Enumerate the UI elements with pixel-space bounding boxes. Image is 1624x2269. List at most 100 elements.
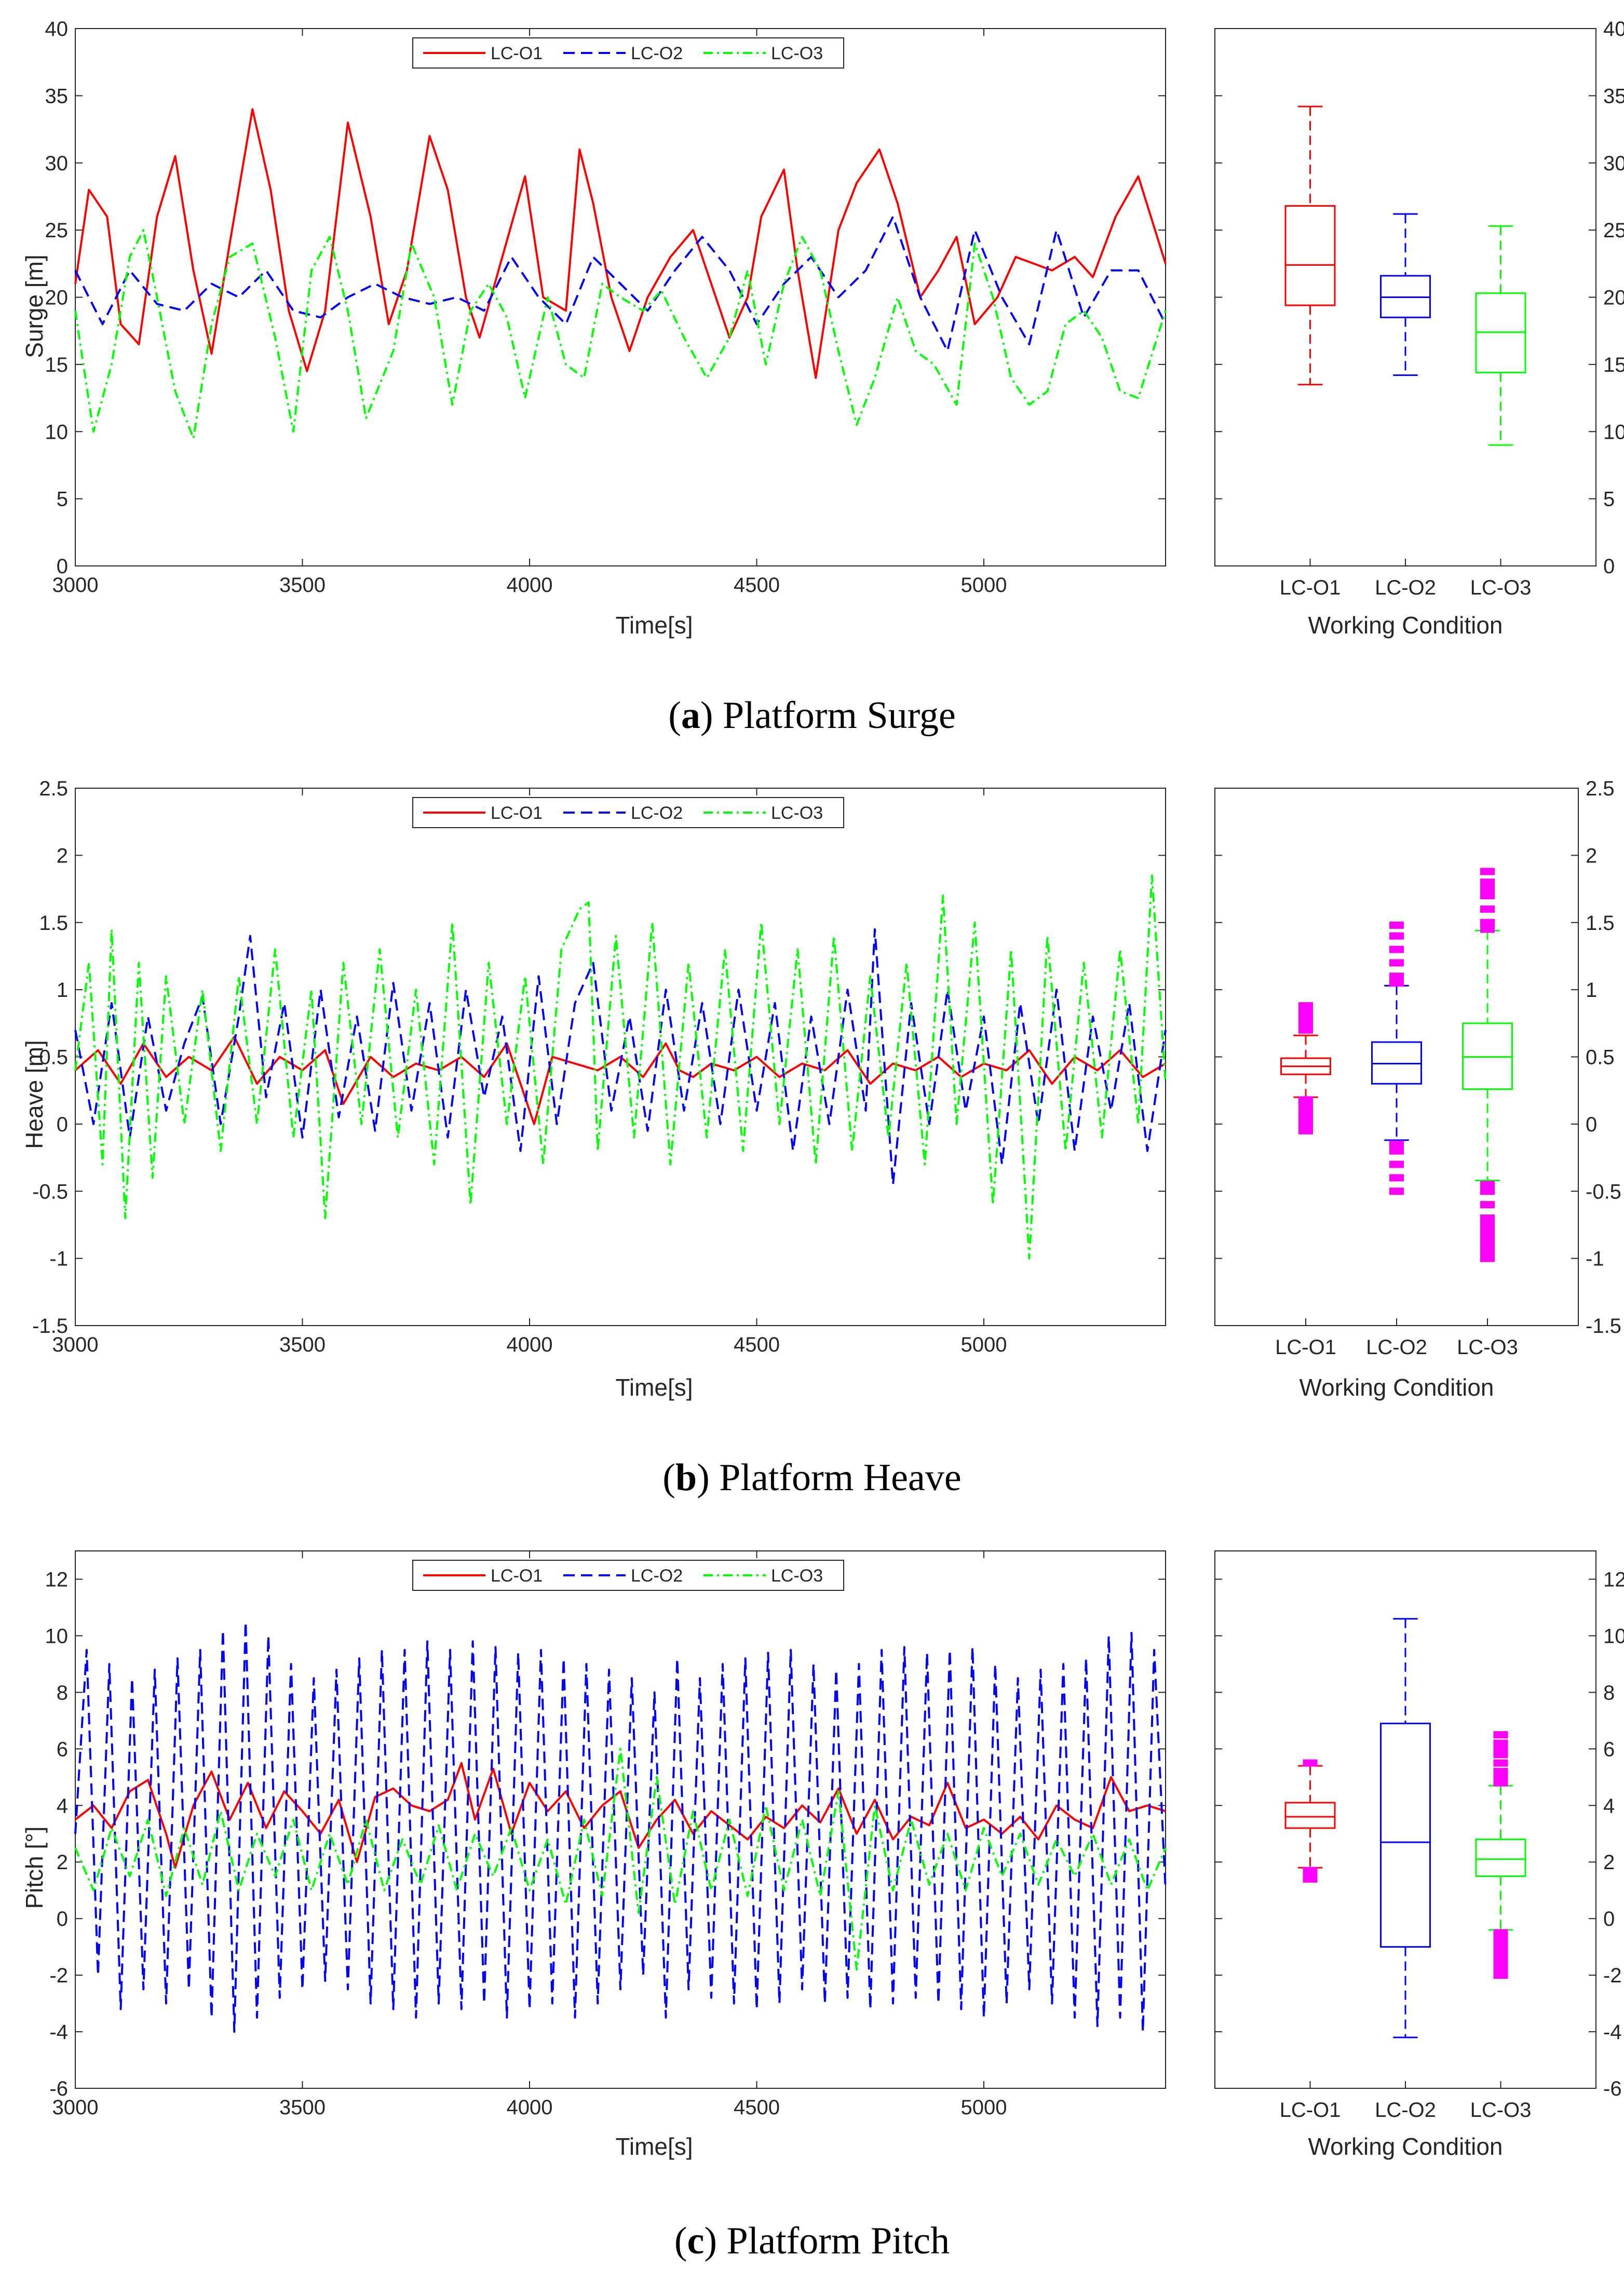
heave-x-tick-label: 3000	[52, 1333, 99, 1356]
surge-y-tick-label: 10	[45, 421, 69, 443]
heave-box-plot-area	[1214, 788, 1579, 1326]
surge-box-y-tick-label: 30	[1603, 152, 1624, 175]
surge-series-lc-o3	[74, 229, 1167, 440]
pitch-box-box-lc-o3	[1475, 1839, 1526, 1877]
heave-box-outlier-lc-o3	[1480, 905, 1495, 913]
heave-box-outlier-lc-o3	[1480, 1227, 1495, 1235]
surge-y-tick-label: 0	[57, 555, 68, 578]
heave-box-outlier-lc-o1	[1298, 1026, 1313, 1034]
pitch-box-outlier-lc-o3	[1493, 1751, 1508, 1759]
heave-box-outlier-lc-o3	[1480, 925, 1495, 933]
pitch-box-outlier-lc-o3	[1493, 1966, 1508, 1974]
caption-b: (b) Platform Heave	[662, 1456, 961, 1499]
heave-box-outlier-lc-o3	[1480, 879, 1495, 886]
heave-box-outlier-lc-o1	[1298, 1002, 1313, 1010]
surge-boxplot-chart: Working Condition 0 5 10 15 20 25 30 35 40 LC-O1 L…	[1214, 18, 1624, 639]
caption-b-letter: b	[675, 1456, 697, 1499]
pitch-x-axis-title: Time[s]	[615, 2133, 693, 2160]
heave-box-outlier-lc-o2	[1389, 1147, 1404, 1155]
surge-box-y-tick-label: 0	[1603, 555, 1615, 578]
heave-box-y-tick-label: -0.5	[1586, 1180, 1621, 1203]
surge-legend-label-lc-o2: LC-O2	[631, 44, 683, 63]
heave-timeseries-chart: Heave [m] Time[s] -1.5 -1 -0.5 0 0.5 1 1.5 2 2.5…	[21, 777, 1167, 1401]
pitch-x-tick-label: 3500	[279, 2096, 326, 2119]
surge-box-x-tick-label-lc-o3: LC-O3	[1470, 576, 1532, 599]
surge-box-y-tick-label: 25	[1603, 219, 1624, 242]
heave-box-y-tick-label: -1	[1586, 1248, 1604, 1271]
surge-y-tick-label: 40	[45, 18, 69, 40]
heave-box-outlier-lc-o3	[1480, 1254, 1495, 1262]
heave-legend-label-lc-o2: LC-O2	[631, 803, 683, 823]
heave-box-outlier-lc-o1	[1298, 1012, 1313, 1020]
pitch-box-y-tick-label: -6	[1603, 2077, 1622, 2100]
pitch-box-outlier-lc-o3	[1493, 1773, 1508, 1781]
heave-box-outlier-lc-o3	[1480, 1234, 1495, 1242]
heave-box-outlier-lc-o2	[1389, 1160, 1404, 1168]
heave-box-x-tick-label-lc-o1: LC-O1	[1275, 1336, 1336, 1359]
surge-box-y-tick-label: 20	[1603, 287, 1624, 309]
heave-y-tick-label: -0.5	[32, 1180, 68, 1203]
pitch-boxplot-chart: Working Condition -6 -4 -2 0 2 4 6 8 10 12 LC-O1 LC…	[1214, 1550, 1624, 2160]
heave-box-outlier-lc-o3	[1480, 892, 1495, 899]
pitch-box-outlier-lc-o3	[1493, 1767, 1508, 1775]
pitch-box-y-tick-label: 8	[1603, 1681, 1615, 1704]
heave-y-tick-label: 2.5	[39, 777, 68, 800]
pitch-y-tick-label: 10	[45, 1625, 69, 1647]
surge-x-tick-label: 3000	[52, 574, 99, 597]
pitch-y-tick-label: -2	[49, 1964, 68, 1987]
panel-c: Pitch [°] Time[s] -6 -4 -2 0 2 4 6 8 10 12 3000 350…	[21, 1550, 1624, 2262]
surge-y-tick-label: 20	[45, 287, 69, 309]
surge-x-axis-title: Time[s]	[615, 612, 693, 639]
surge-y-tick-label: 35	[45, 85, 69, 107]
surge-x-tick-label: 4000	[507, 574, 553, 597]
pitch-x-tick-label: 4500	[734, 2096, 780, 2119]
heave-box-y-tick-label: 1	[1586, 979, 1597, 1002]
heave-box-outlier-lc-o3	[1480, 1181, 1495, 1188]
heave-y-tick-label: 0	[57, 1113, 68, 1136]
caption-b-text: Platform Heave	[719, 1456, 961, 1499]
pitch-timeseries-chart: Pitch [°] Time[s] -6 -4 -2 0 2 4 6 8 10 12 3000 350…	[21, 1550, 1167, 2160]
caption-a-letter: a	[681, 694, 700, 737]
pitch-legend-label-lc-o1: LC-O1	[491, 1566, 543, 1586]
surge-box-y-tick-label: 10	[1603, 421, 1624, 443]
pitch-legend-label-lc-o2: LC-O2	[631, 1566, 683, 1586]
surge-series-lc-o1	[74, 108, 1167, 379]
pitch-box-outlier-lc-o3	[1493, 1929, 1508, 1937]
surge-legend-label-lc-o3: LC-O3	[771, 44, 823, 63]
pitch-y-tick-label: 12	[45, 1568, 69, 1591]
surge-series-lc-o2	[74, 215, 1167, 352]
heave-box-outlier-lc-o3	[1480, 1221, 1495, 1228]
surge-y-tick-label: 25	[45, 219, 69, 242]
heave-y-axis-title: Heave [m]	[21, 1040, 48, 1149]
heave-box-y-tick-label: 2	[1586, 844, 1597, 867]
heave-box-outlier-lc-o2	[1389, 1174, 1404, 1182]
surge-box-y-tick-label: 15	[1603, 354, 1624, 376]
heave-series-lc-o2	[74, 928, 1167, 1186]
heave-y-tick-label: 2	[57, 844, 68, 867]
caption-a: (a) Platform Surge	[668, 694, 956, 737]
heave-x-tick-label: 4000	[507, 1333, 553, 1356]
pitch-box-x-tick-label-lc-o3: LC-O3	[1470, 2099, 1532, 2122]
heave-box-outlier-lc-o1	[1298, 1019, 1313, 1027]
heave-box-outlier-lc-o2	[1389, 973, 1404, 980]
surge-x-tick-label: 4500	[734, 574, 780, 597]
heave-box-outlier-lc-o2	[1389, 932, 1404, 940]
pitch-box-outlier-lc-o3	[1493, 1739, 1508, 1747]
pitch-box-outlier-lc-o3	[1493, 1745, 1508, 1753]
surge-box-y-tick-label: 5	[1603, 488, 1615, 511]
pitch-box-box-lc-o1	[1284, 1802, 1336, 1829]
pitch-box-x-tick-label-lc-o1: LC-O1	[1280, 2099, 1341, 2122]
surge-x-tick-label: 3500	[279, 574, 326, 597]
surge-y-tick-label: 15	[45, 354, 69, 376]
heave-y-tick-label: -1	[49, 1248, 68, 1271]
heave-box-outlier-lc-o1	[1298, 1107, 1313, 1114]
heave-box-outlier-lc-o2	[1389, 1187, 1404, 1195]
surge-y-axis-title: Surge [m]	[21, 254, 48, 358]
pitch-box-y-tick-label: 2	[1603, 1851, 1615, 1874]
heave-box-y-tick-label: -1.5	[1586, 1315, 1621, 1338]
heave-box-outlier-lc-o3	[1480, 1187, 1495, 1195]
pitch-y-tick-label: -4	[49, 2021, 68, 2044]
pitch-x-tick-label: 4000	[507, 2096, 553, 2119]
pitch-box-y-tick-label: -4	[1603, 2021, 1622, 2044]
